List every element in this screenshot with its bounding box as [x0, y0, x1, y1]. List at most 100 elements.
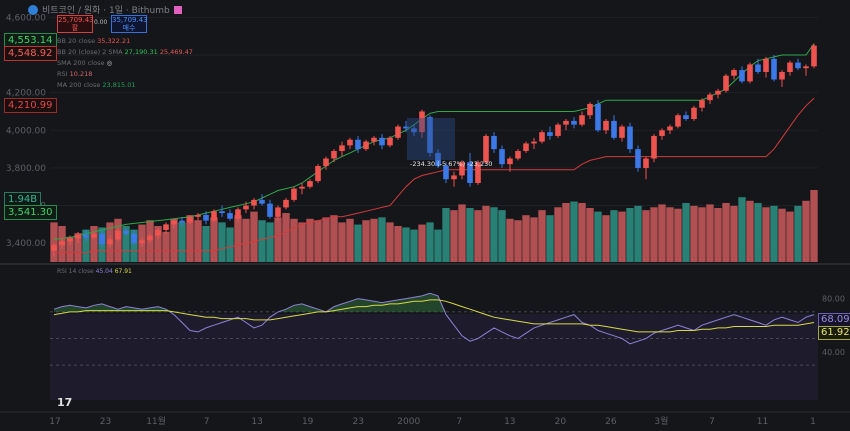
rsi-tick-label: 40.00: [822, 348, 845, 357]
volume-bar: [770, 205, 778, 262]
rsi-legend[interactable]: RSI 14 close 45.04 67.91: [57, 268, 132, 275]
candle-body: [467, 162, 473, 183]
volume-bar: [330, 215, 338, 262]
volume-bar: [810, 190, 818, 262]
volume-bar: [378, 217, 386, 262]
sell-price: 25,709.43: [58, 16, 94, 24]
volume-bar: [162, 231, 170, 262]
candle-body: [763, 58, 769, 72]
volume-bar: [722, 202, 730, 262]
symbol-title: 비트코인 / 원화 · 1일 · Bithumb: [42, 6, 170, 16]
candle-body: [275, 207, 281, 217]
candle-body: [491, 135, 497, 150]
indicator-name: SMA 200 close: [57, 59, 105, 67]
candle-body: [723, 75, 729, 91]
signal-legend-value: 67.91: [114, 268, 132, 275]
volume-bar: [642, 210, 650, 262]
volume-bar: [154, 226, 162, 262]
volume-bar: [250, 211, 258, 262]
indicator-rsi-small[interactable]: RSI 10.218: [57, 70, 92, 78]
candle-body: [707, 94, 713, 101]
sell-label: 팔: [71, 24, 79, 32]
candle-body: [579, 115, 585, 125]
candle-body: [355, 139, 361, 150]
price-tick-label: 3,800.00: [6, 164, 46, 174]
candle-body: [747, 64, 753, 82]
volume-bar: [714, 208, 722, 262]
volume-bar: [538, 210, 546, 262]
symbol-header[interactable]: 비트코인 / 원화 · 1일 · Bithumb: [28, 3, 182, 16]
candle-body: [811, 45, 817, 67]
candle-body: [443, 166, 449, 180]
candle-body: [107, 239, 113, 245]
candle-body: [195, 214, 201, 217]
rsi-signal-line: [53, 299, 815, 333]
indicator-ma200[interactable]: MA 200 close 23,815.01: [57, 81, 136, 89]
flag-icon[interactable]: [173, 5, 182, 14]
volume-bar: [698, 207, 706, 262]
time-tick-label: 7: [709, 417, 715, 427]
spread-value: 0.00: [94, 19, 108, 26]
volume-bar: [410, 229, 418, 262]
candle-body: [307, 181, 313, 187]
volume-bar: [234, 215, 242, 262]
volume-bar: [498, 210, 506, 262]
volume-bar: [554, 207, 562, 262]
candle-body: [219, 211, 225, 214]
volume-bar: [562, 202, 570, 262]
time-axis: 17 23 11월 7 13 19 23 2000 7 13 20 26 3월 7 11 1: [0, 411, 850, 427]
volume-bar: [458, 204, 466, 262]
candle-body: [667, 126, 673, 131]
candle-body: [411, 128, 417, 133]
candle-body: [83, 234, 89, 238]
candle-body: [675, 115, 681, 127]
price-tick-label: 4,200.00: [6, 89, 46, 99]
tradingview-logo[interactable]: 17: [57, 396, 73, 409]
volume-bar: [634, 205, 642, 262]
candle-body: [51, 245, 57, 251]
volume-bar: [226, 227, 234, 262]
candlesticks[interactable]: [51, 43, 817, 257]
volume-bar: [706, 204, 714, 262]
volume-bar: [90, 226, 98, 262]
candle-body: [259, 199, 265, 204]
volume-bar: [586, 208, 594, 262]
volume-bar: [506, 218, 514, 262]
time-tick-label: 13: [504, 417, 515, 427]
time-tick-label: 3월: [654, 415, 668, 427]
candle-body: [499, 149, 505, 165]
volume-bar: [746, 200, 754, 262]
volume-bar: [466, 208, 474, 262]
candle-body: [515, 150, 521, 159]
candle-body: [267, 203, 273, 217]
bollinger-bands: [53, 43, 815, 254]
candle-body: [731, 70, 737, 76]
candle-body: [227, 213, 233, 219]
volume-bar: [754, 202, 762, 262]
candle-body: [99, 233, 105, 245]
time-tick-label: 7: [204, 417, 210, 427]
candle-body: [435, 152, 441, 167]
volume-bar: [298, 222, 306, 262]
candle-body: [283, 199, 289, 208]
volume-bar: [626, 208, 634, 262]
indicator-bb-sma[interactable]: BB 20 (close) 2 SMA 27,190.31 25,469.47: [57, 48, 193, 56]
sell-button[interactable]: 25,709.43 팔: [57, 15, 94, 33]
volume-bar: [242, 218, 250, 262]
buy-button[interactable]: 35,709.43 매수: [111, 15, 148, 33]
candle-body: [523, 143, 529, 151]
rsi-value-tag: 68.09: [818, 313, 850, 327]
candle-body: [155, 230, 161, 236]
indicator-bb-upper[interactable]: BB 20 close 35,322.21: [57, 37, 130, 45]
volume-bar: [482, 205, 490, 262]
eye-icon[interactable]: ◎: [106, 59, 113, 67]
rsi-overbought-fill: [54, 293, 814, 312]
indicator-sma200[interactable]: SMA 200 close ◎: [57, 59, 112, 67]
volume-bar: [178, 222, 186, 262]
candle-body: [387, 137, 393, 146]
candle-body: [475, 162, 481, 183]
measure-selection: [407, 118, 455, 160]
candle-body: [459, 162, 465, 176]
volume-bar: [346, 218, 354, 262]
